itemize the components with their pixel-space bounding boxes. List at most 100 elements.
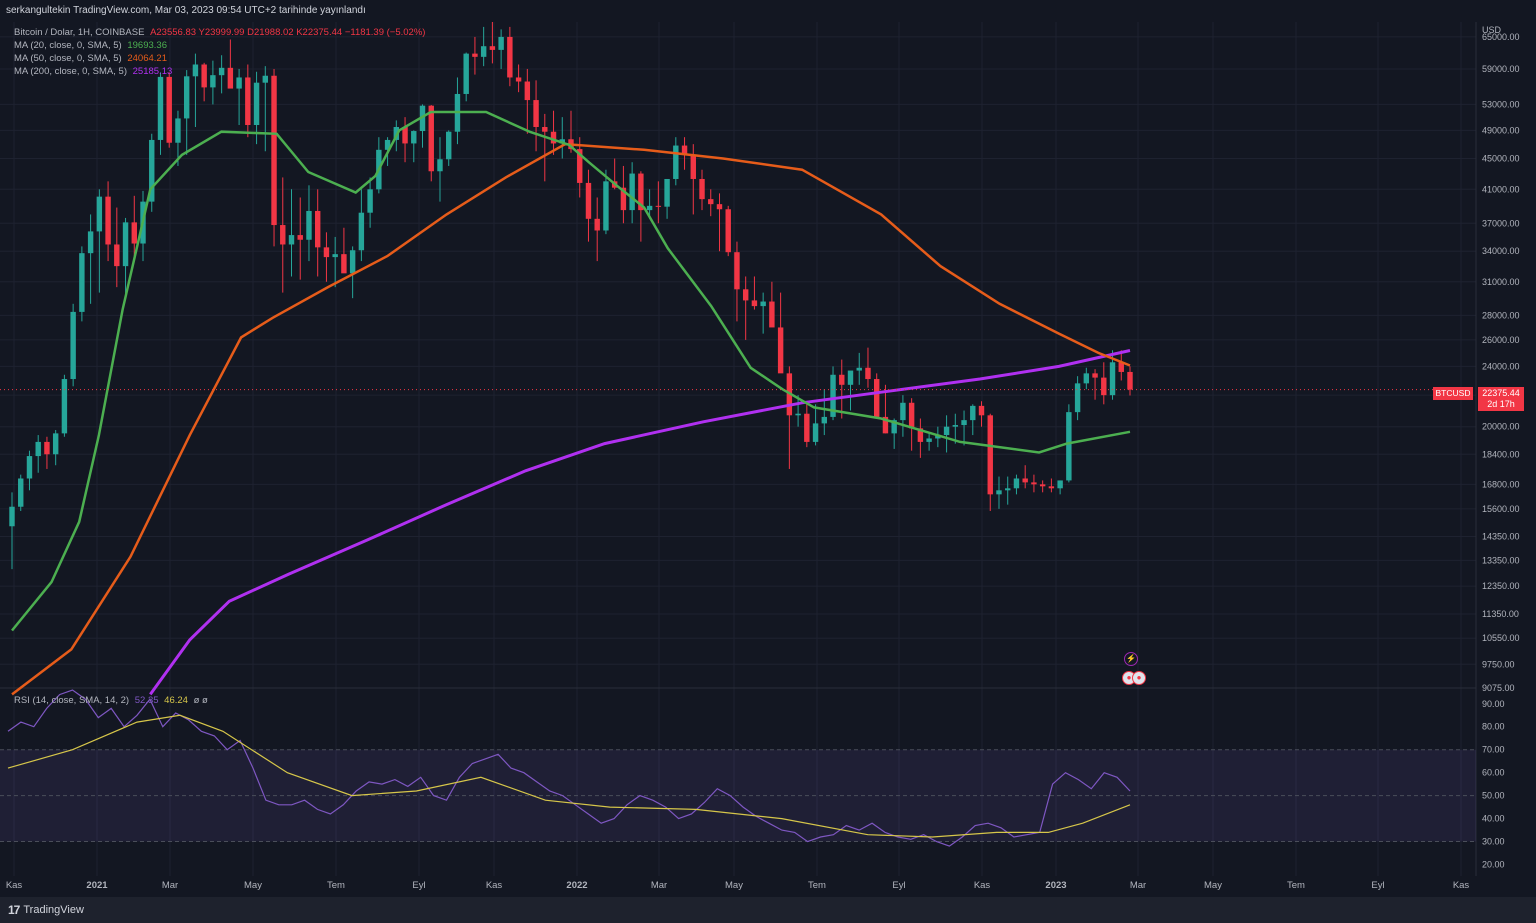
candle-body: [664, 178, 670, 207]
time-axis[interactable]: Kas 2021 Mar May Tem Eyl Kas 2022 Mar May Tem Eyl Ka…: [6, 880, 1470, 891]
candle-body: [122, 222, 129, 267]
last-price: 22375.44: [1482, 388, 1520, 398]
candle-body: [297, 235, 303, 240]
candle-body: [1083, 373, 1090, 384]
candle-body: [987, 415, 993, 495]
candle-body: [437, 159, 443, 172]
candle-body: [978, 405, 985, 416]
candle-body: [900, 402, 906, 421]
ma50-legend[interactable]: MA (50, close, 0, SMA, 5) 24064.21: [14, 53, 167, 64]
candle-body: [1109, 362, 1116, 396]
x-tick-label: Kas: [1453, 880, 1470, 891]
price-pane-bg: [0, 22, 1476, 688]
candle-body: [795, 413, 801, 416]
candle-body: [463, 53, 469, 94]
x-tick-label: Eyl: [892, 880, 905, 891]
candle-body: [114, 244, 120, 267]
us-flag-event-icon-2[interactable]: ●: [1132, 671, 1146, 685]
y-tick-label: 20000.00: [1482, 422, 1520, 432]
x-tick-label: May: [725, 880, 743, 891]
y-tick-label: 31000.00: [1482, 277, 1520, 287]
candle-body: [218, 67, 225, 76]
candle-body: [26, 456, 33, 479]
candle-body: [961, 420, 967, 426]
x-tick-label: 2021: [86, 880, 108, 891]
candle-body: [594, 218, 600, 231]
candle-body: [1074, 383, 1081, 413]
candle-body: [332, 254, 338, 258]
last-price-tag: 22375.44 2d 17h: [1478, 387, 1524, 411]
candle-body: [402, 127, 408, 144]
symbol-price-tag: BTCUSD: [1433, 387, 1473, 400]
candle-body: [1066, 412, 1072, 481]
candle-body: [952, 425, 959, 427]
x-tick-label: Tem: [327, 880, 345, 891]
x-tick-label: Mar: [1130, 880, 1146, 891]
x-tick-label: 2022: [566, 880, 587, 891]
candle-body: [419, 105, 426, 132]
logo-text: TradingView: [23, 904, 84, 916]
y-tick-label: 13350.00: [1482, 555, 1520, 565]
moving-averages: [0, 110, 1476, 696]
candle-body: [70, 311, 76, 380]
x-tick-label: Eyl: [1371, 880, 1384, 891]
countdown: 2d 17h: [1487, 399, 1515, 409]
candle-body: [271, 75, 277, 226]
candle-body: [149, 139, 155, 202]
y-tick-label: 15600.00: [1482, 504, 1520, 514]
candle-body: [349, 250, 356, 274]
rsi-ma-line: [7, 714, 1131, 838]
y-tick-label: 12350.00: [1482, 581, 1520, 591]
candle-body: [804, 413, 810, 442]
bottom-bar: 17 TradingView: [0, 897, 1536, 923]
rsi-tick-label: 90.00: [1482, 699, 1505, 709]
candle-body: [288, 235, 295, 245]
candle-body: [105, 196, 111, 245]
rsi-label: RSI (14, close, SMA, 14, 2): [14, 695, 130, 706]
candle-body: [175, 118, 181, 143]
candle-body: [699, 178, 705, 200]
candle-body: [629, 173, 635, 211]
candle-body: [690, 154, 696, 179]
candle-body: [865, 367, 871, 380]
ma50-line: [11, 142, 1131, 696]
y-tick-label: 18400.00: [1482, 449, 1520, 459]
candle-body: [323, 247, 330, 258]
candle-body: [1092, 373, 1098, 378]
y-tick-label: 28000.00: [1482, 310, 1520, 320]
y-tick-label: 37000.00: [1482, 218, 1520, 228]
candle-body: [646, 205, 653, 211]
price-axis[interactable]: 65000.00 59000.00 53000.00 49000.00 45000.00…: [1482, 25, 1520, 870]
candle-body: [638, 173, 644, 211]
y-tick-label: 41000.00: [1482, 184, 1520, 194]
tradingview-logo[interactable]: 17 TradingView: [8, 903, 84, 917]
y-tick-label: 9750.00: [1482, 659, 1515, 669]
candle-body: [489, 46, 496, 50]
candle-body: [1057, 480, 1063, 489]
ma20-value: 19693.36: [127, 40, 167, 51]
candle-body: [585, 182, 592, 219]
candle-body: [708, 199, 714, 205]
rsi-legend[interactable]: RSI (14, close, SMA, 14, 2) 52.35 46.24 …: [14, 695, 208, 706]
symbol-legend[interactable]: Bitcoin / Dolar, 1H, COINBASE A23556.83 …: [14, 27, 425, 38]
ma20-line: [11, 110, 1131, 632]
candle-body: [1039, 484, 1046, 487]
candle-body: [1048, 486, 1055, 489]
lightning-icon[interactable]: ⚡: [1124, 652, 1138, 666]
y-tick-label: 9075.00: [1482, 683, 1515, 693]
candle-body: [411, 131, 417, 144]
y-tick-label: 11350.00: [1482, 609, 1519, 619]
candle-body: [891, 420, 897, 434]
candle-body: [157, 76, 164, 140]
candle-body: [760, 301, 766, 307]
candle-body: [996, 490, 1002, 495]
candle-body: [655, 205, 662, 207]
candle-body: [769, 301, 775, 328]
candle-body: [480, 46, 487, 57]
candle-body: [227, 67, 234, 89]
ma20-legend[interactable]: MA (20, close, 0, SMA, 5) 19693.36: [14, 40, 167, 51]
rsi-pane: [7, 689, 1131, 847]
ma200-legend[interactable]: MA (200, close, 0, SMA, 5) 25185.13: [14, 66, 172, 77]
x-tick-label: May: [1204, 880, 1222, 891]
